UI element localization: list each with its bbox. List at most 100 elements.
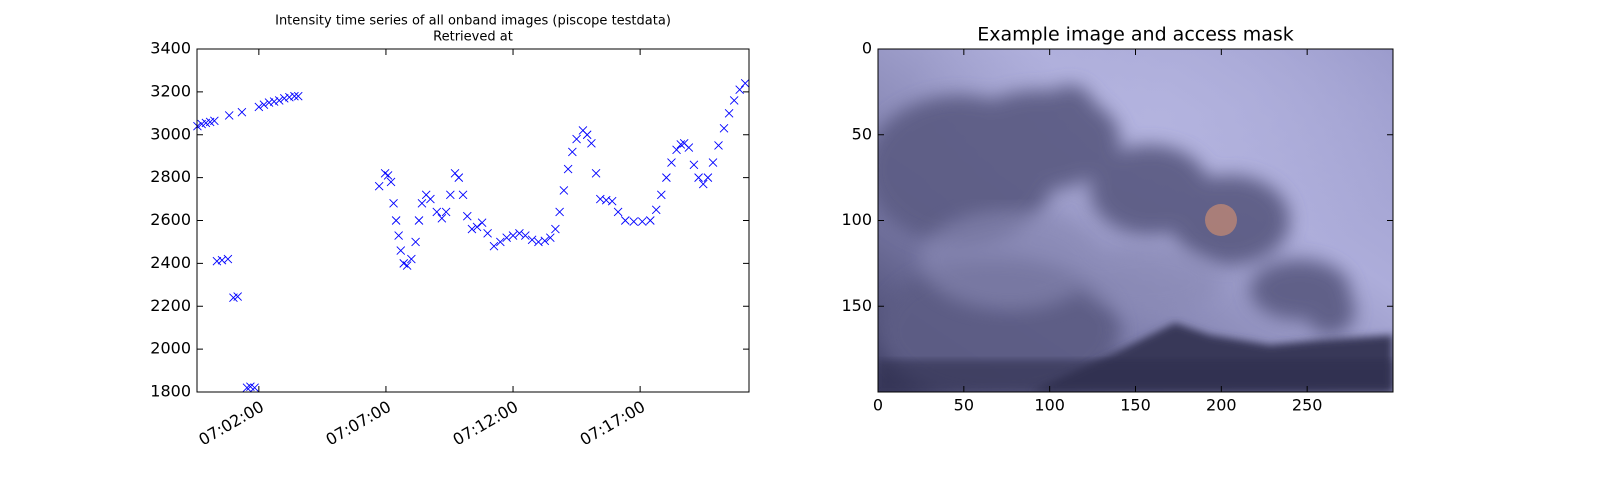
data-point	[274, 96, 284, 105]
data-point	[233, 292, 242, 301]
data-point	[559, 186, 569, 195]
data-point	[724, 108, 734, 118]
data-point	[637, 217, 647, 226]
data-point	[223, 254, 233, 264]
data-point	[417, 199, 427, 208]
data-point	[472, 222, 482, 232]
data-point	[676, 140, 686, 149]
data-point	[740, 78, 750, 88]
data-point	[293, 91, 303, 101]
data-point	[391, 216, 401, 225]
data-point	[508, 231, 518, 240]
data-point	[729, 96, 739, 105]
data-point	[212, 256, 222, 266]
example-image	[878, 49, 1393, 392]
data-point	[269, 97, 279, 106]
data-point	[667, 158, 676, 167]
data-point	[684, 143, 694, 152]
x-tick-label: 07:17:00	[577, 397, 649, 449]
data-point	[527, 235, 537, 245]
data-point	[694, 173, 703, 182]
data-point	[620, 216, 630, 225]
data-point	[210, 116, 219, 126]
y-tick-label: 2400	[150, 253, 191, 272]
data-point	[735, 85, 744, 95]
data-point	[591, 169, 601, 178]
y-tick-label: 2600	[150, 210, 191, 229]
data-point	[502, 233, 511, 242]
chart-title: Intensity time series of all onband imag…	[275, 14, 671, 29]
data-point	[714, 141, 723, 150]
x-tick-label: 50	[954, 396, 974, 415]
data-point	[572, 134, 581, 144]
data-point	[446, 190, 455, 200]
y-tick-label: 3200	[150, 81, 191, 100]
x-tick-label: 250	[1292, 396, 1323, 415]
y-tick-label: 2800	[150, 167, 191, 186]
data-point	[582, 130, 592, 140]
data-point	[242, 383, 252, 393]
data-point	[394, 231, 403, 240]
data-point	[545, 233, 555, 242]
x-tick-label: 07:12:00	[450, 397, 522, 449]
data-point	[454, 173, 464, 182]
data-point	[389, 199, 398, 208]
data-point	[708, 158, 718, 167]
data-point	[703, 173, 713, 182]
chart-title: Example image and access mask	[977, 24, 1294, 46]
data-point	[285, 92, 294, 102]
data-point	[672, 145, 681, 155]
y-tick-label: 0	[862, 39, 872, 58]
data-point	[483, 229, 492, 238]
data-point	[254, 102, 264, 112]
data-point	[383, 171, 393, 180]
y-tick-label: 3400	[150, 39, 191, 58]
y-tick-label: 1800	[150, 382, 191, 401]
x-tick-label: 100	[1034, 396, 1065, 415]
data-point	[264, 98, 274, 107]
data-point	[656, 190, 666, 200]
y-tick-label: 3000	[150, 124, 191, 143]
plot-background	[197, 49, 749, 392]
data-point	[540, 236, 550, 246]
data-point	[521, 231, 530, 240]
data-point	[607, 196, 617, 206]
data-point	[396, 246, 406, 255]
data-point	[651, 205, 661, 215]
data-point	[458, 190, 468, 200]
y-tick-label: 150	[841, 296, 872, 315]
data-point	[587, 139, 596, 148]
y-tick-label: 100	[841, 210, 872, 229]
data-point	[441, 207, 451, 217]
data-point	[467, 224, 477, 234]
data-point	[290, 91, 299, 101]
x-tick-label: 150	[1120, 396, 1151, 415]
data-point	[411, 237, 420, 247]
x-tick-label: 07:07:00	[322, 397, 394, 449]
data-point	[568, 147, 577, 157]
data-point	[386, 177, 396, 187]
data-point	[237, 107, 247, 117]
x-tick-label: 0	[873, 396, 883, 415]
data-point	[224, 111, 234, 120]
data-point	[407, 254, 416, 264]
data-point	[719, 124, 729, 133]
data-point	[563, 164, 573, 174]
x-tick-label: 200	[1206, 396, 1237, 415]
data-point	[489, 241, 499, 251]
chart-subtitle: Retrieved at	[433, 30, 513, 45]
data-point	[279, 93, 289, 103]
y-tick-label: 2200	[150, 296, 191, 315]
data-point	[432, 207, 442, 217]
data-point	[402, 261, 412, 270]
data-point	[698, 179, 708, 189]
data-point	[374, 181, 384, 191]
data-point	[551, 224, 560, 234]
y-tick-label: 2000	[150, 339, 191, 358]
data-point	[613, 207, 623, 217]
y-tick-label: 50	[852, 124, 872, 143]
data-point	[259, 100, 269, 110]
data-point	[462, 211, 472, 221]
data-point	[629, 217, 639, 226]
